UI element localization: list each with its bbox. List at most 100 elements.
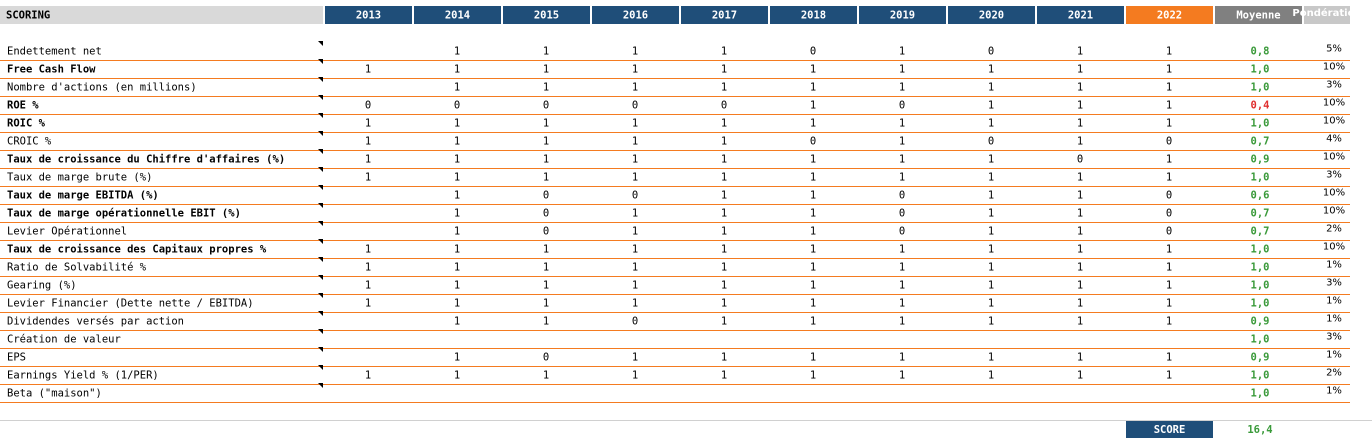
row-label: Taux de croissance des Capitaux propres … xyxy=(7,244,267,256)
cell-value: 1 xyxy=(721,298,727,310)
cell-value: 1 xyxy=(1077,262,1083,274)
cell-value: 0 xyxy=(810,46,816,58)
comment-marker xyxy=(318,329,323,334)
cell-value: 1 xyxy=(721,154,727,166)
cell-value: 0 xyxy=(899,226,905,238)
cell-value: 1 xyxy=(810,244,816,256)
comment-marker xyxy=(318,347,323,352)
cell-value: 1 xyxy=(632,244,638,256)
weight-value: 1% xyxy=(1326,260,1342,271)
year-header-cell xyxy=(414,6,501,24)
year-header-cell xyxy=(503,6,590,24)
cell-value: 1 xyxy=(810,316,816,328)
weight-value: 10% xyxy=(1323,152,1345,163)
comment-marker xyxy=(318,293,323,298)
cell-value: 1 xyxy=(454,280,460,292)
cell-value: 1 xyxy=(721,244,727,256)
average-header-cell xyxy=(1215,6,1302,24)
comment-marker xyxy=(318,149,323,154)
cell-value: 1 xyxy=(1166,64,1172,76)
cell-value: 0 xyxy=(543,226,549,238)
cell-value: 0 xyxy=(632,190,638,202)
cell-value: 0 xyxy=(899,208,905,220)
cell-value: 1 xyxy=(988,82,994,94)
weight-value: 10% xyxy=(1323,242,1345,253)
row-label: Taux de croissance du Chiffre d'affaires… xyxy=(7,154,285,166)
cell-value: 0 xyxy=(1166,136,1172,148)
cell-value: 1 xyxy=(632,226,638,238)
average-header: Moyenne xyxy=(1236,10,1280,22)
average-value: 1,0 xyxy=(1251,388,1270,400)
cell-value: 1 xyxy=(899,370,905,382)
cell-value: 1 xyxy=(632,82,638,94)
weight-value: 3% xyxy=(1326,278,1342,289)
cell-value: 1 xyxy=(988,298,994,310)
cell-value: 1 xyxy=(454,136,460,148)
cell-value: 1 xyxy=(899,46,905,58)
weight-value: 3% xyxy=(1326,170,1342,181)
comment-marker xyxy=(318,95,323,100)
weight-value: 10% xyxy=(1323,116,1345,127)
comment-marker xyxy=(318,383,323,388)
row-label: Nombre d'actions (en millions) xyxy=(7,82,197,94)
cell-value: 0 xyxy=(543,208,549,220)
year-header: 2019 xyxy=(890,10,915,22)
weight-value: 1% xyxy=(1326,296,1342,307)
comment-marker xyxy=(318,239,323,244)
cell-value: 1 xyxy=(721,118,727,130)
cell-value: 1 xyxy=(365,172,371,184)
cell-value: 1 xyxy=(1166,298,1172,310)
cell-value: 1 xyxy=(365,262,371,274)
weight-value: 3% xyxy=(1326,80,1342,91)
average-value: 1,0 xyxy=(1251,280,1270,292)
cell-value: 1 xyxy=(721,136,727,148)
cell-value: 1 xyxy=(543,298,549,310)
comment-marker xyxy=(318,77,323,82)
comment-marker xyxy=(318,257,323,262)
year-header: 2016 xyxy=(623,10,648,22)
cell-value: 1 xyxy=(632,136,638,148)
year-header-cell xyxy=(770,6,857,24)
cell-value: 1 xyxy=(454,154,460,166)
year-header-cell xyxy=(325,6,412,24)
cell-value: 1 xyxy=(899,154,905,166)
cell-value: 1 xyxy=(988,64,994,76)
year-header-cell xyxy=(1126,6,1213,24)
cell-value: 1 xyxy=(632,172,638,184)
cell-value: 1 xyxy=(1166,280,1172,292)
cell-value: 1 xyxy=(810,118,816,130)
cell-value: 1 xyxy=(810,154,816,166)
cell-value: 1 xyxy=(810,262,816,274)
cell-value: 1 xyxy=(721,64,727,76)
cell-value: 1 xyxy=(899,118,905,130)
cell-value: 1 xyxy=(899,64,905,76)
cell-value: 1 xyxy=(1077,352,1083,364)
row-label: Taux de marge brute (%) xyxy=(7,172,152,184)
cell-value: 1 xyxy=(1077,316,1083,328)
comment-marker xyxy=(318,275,323,280)
row-label: Ratio de Solvabilité % xyxy=(7,262,147,274)
year-header: 2018 xyxy=(801,10,826,22)
cell-value: 1 xyxy=(454,64,460,76)
cell-value: 1 xyxy=(543,118,549,130)
weight-value: 10% xyxy=(1323,188,1345,199)
year-header: 2020 xyxy=(979,10,1004,22)
comment-marker xyxy=(318,203,323,208)
year-header: 2013 xyxy=(356,10,381,22)
cell-value: 1 xyxy=(454,226,460,238)
row-label: ROE % xyxy=(7,100,39,112)
average-value: 1,0 xyxy=(1251,64,1270,76)
average-value: 0,8 xyxy=(1251,46,1270,58)
row-label: Earnings Yield % (1/PER) xyxy=(7,370,159,382)
cell-value: 1 xyxy=(1077,244,1083,256)
cell-value: 1 xyxy=(632,352,638,364)
average-value: 0,9 xyxy=(1251,154,1270,166)
cell-value: 0 xyxy=(543,352,549,364)
cell-value: 1 xyxy=(365,136,371,148)
cell-value: 0 xyxy=(899,100,905,112)
average-value: 0,6 xyxy=(1251,190,1270,202)
cell-value: 1 xyxy=(988,262,994,274)
cell-value: 0 xyxy=(899,190,905,202)
cell-value: 1 xyxy=(1166,172,1172,184)
